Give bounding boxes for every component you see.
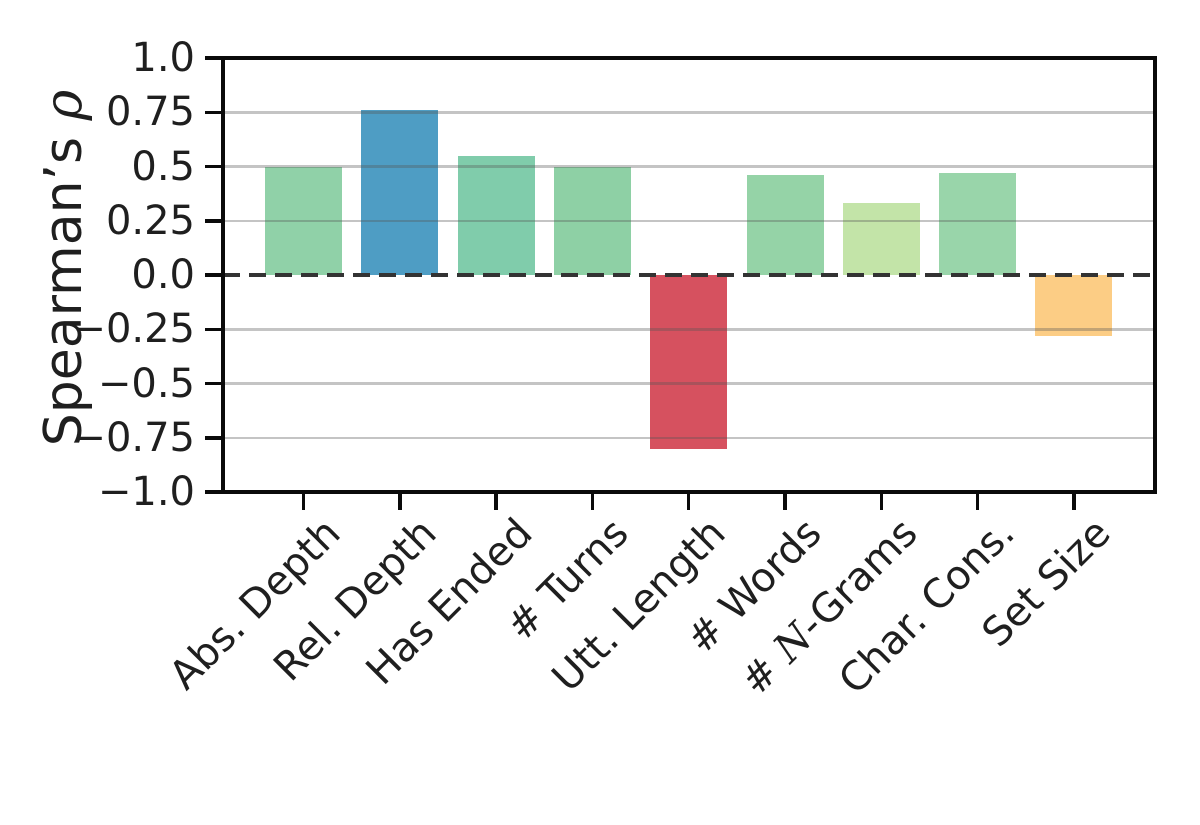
x-axis-tick	[686, 494, 691, 510]
x-axis-tick	[783, 494, 787, 510]
y-tick-label: 0.0	[131, 252, 195, 298]
plot-area	[205, 56, 1157, 510]
y-tick-label: −0.25	[72, 306, 195, 353]
y-axis-tick	[205, 164, 221, 169]
x-axis-tick	[301, 494, 306, 510]
math-italic-symbol: N	[765, 614, 823, 672]
left-spine	[221, 56, 225, 494]
grid-line	[223, 436, 1155, 439]
bar-abs-depth	[265, 166, 342, 275]
bar-turns	[553, 166, 631, 275]
y-tick-label: 1.0	[131, 35, 195, 81]
x-axis-tick	[975, 494, 980, 510]
grid-line	[223, 111, 1155, 114]
x-axis-tick	[1072, 494, 1076, 510]
x-axis-tick	[590, 494, 595, 510]
bar-chart-figure: Spearman’s ρ 1.0 0.75 0.5 0.25 0.0 −0.25 −0.5−…	[34, 35, 1157, 704]
y-tick-label: 0.5	[131, 143, 195, 190]
x-axis-tick	[494, 494, 498, 510]
x-axis-tick	[879, 494, 884, 510]
grid-line	[223, 219, 1155, 222]
grid-line	[223, 382, 1155, 385]
y-axis-tick	[205, 110, 221, 114]
y-tick-label: −0.5	[97, 360, 195, 407]
bar-rel-depth	[361, 110, 439, 275]
y-axis-tick	[205, 381, 221, 386]
grid-line	[223, 328, 1155, 331]
figure-canvas: { "chart_data": { "type": "bar", "title"…	[34, 35, 1157, 705]
bar-char-cons	[939, 173, 1017, 275]
x-axis-tick	[398, 494, 402, 510]
bar-words	[746, 175, 824, 275]
y-axis-tick	[205, 219, 221, 223]
bottom-spine	[221, 490, 1157, 494]
y-axis-tick	[205, 490, 221, 494]
y-axis-tick	[205, 436, 221, 440]
y-axis-tick	[205, 56, 221, 60]
y-tick-label: −1.0	[97, 469, 195, 515]
bar-has-ended	[457, 155, 535, 275]
right-spine	[1153, 56, 1157, 494]
zero-reference-line	[223, 272, 1155, 278]
y-tick-label: −0.75	[72, 414, 195, 461]
y-axis-tick	[205, 273, 221, 277]
bar-set-size	[1035, 275, 1113, 336]
y-tick-label: 0.75	[105, 89, 195, 136]
bar-utt-length	[650, 275, 728, 449]
grid-line	[223, 165, 1155, 168]
top-spine	[221, 56, 1157, 60]
y-tick-label: 0.25	[105, 197, 195, 244]
y-axis-tick	[205, 327, 221, 331]
bar-n-grams	[842, 203, 920, 275]
